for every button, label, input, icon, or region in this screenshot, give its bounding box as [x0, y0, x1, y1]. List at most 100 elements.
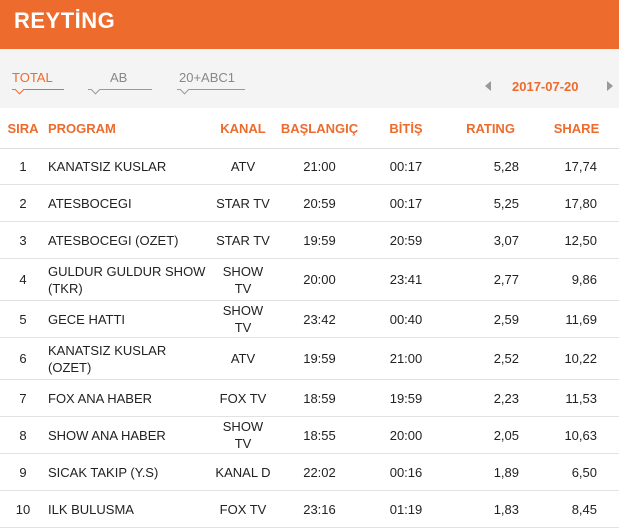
cell-kanal: FOX TV — [212, 490, 274, 528]
chevron-right-icon[interactable] — [607, 81, 613, 91]
tab-total[interactable]: TOTAL — [12, 70, 64, 95]
cell-kanal: SHOW TV — [212, 416, 274, 454]
table-header-row: SIRA PROGRAM KANAL BAŞLANGIÇ BİTİŞ RATIN… — [0, 108, 619, 149]
cell-program: ILK BULUSMA — [46, 490, 212, 528]
cell-rating: 2,05 — [447, 416, 533, 454]
cell-bitis: 23:41 — [365, 258, 447, 301]
cell-program: FOX ANA HABER — [46, 379, 212, 417]
tab-total-label: TOTAL — [12, 70, 53, 85]
table-row: 2 ATESBOCEGI STAR TV 20:59 00:17 5,25 17… — [0, 184, 619, 222]
cell-rating: 1,89 — [447, 453, 533, 491]
table-row: 4 GULDUR GULDUR SHOW (TKR) SHOW TV 20:00… — [0, 258, 619, 301]
cell-bitis: 19:59 — [365, 379, 447, 417]
cell-share: 17,80 — [533, 184, 619, 222]
cell-rating: 3,07 — [447, 221, 533, 259]
cell-kanal: STAR TV — [212, 221, 274, 259]
cell-sira: 6 — [0, 337, 46, 380]
cell-share: 6,50 — [533, 453, 619, 491]
cell-share: 12,50 — [533, 221, 619, 259]
tab-underline — [88, 89, 152, 90]
cell-share: 17,74 — [533, 148, 619, 185]
cell-baslangic: 20:00 — [274, 258, 365, 301]
cell-share: 8,45 — [533, 490, 619, 528]
cell-rating: 2,23 — [447, 379, 533, 417]
table-row: 3 ATESBOCEGI (OZET) STAR TV 19:59 20:59 … — [0, 221, 619, 259]
chevron-down-icon — [14, 84, 25, 95]
table-row: 8 SHOW ANA HABER SHOW TV 18:55 20:00 2,0… — [0, 416, 619, 454]
cell-share: 10,63 — [533, 416, 619, 454]
cell-rating: 2,77 — [447, 258, 533, 301]
cell-kanal: ATV — [212, 337, 274, 380]
cell-share: 11,69 — [533, 300, 619, 338]
table-row: 7 FOX ANA HABER FOX TV 18:59 19:59 2,23 … — [0, 379, 619, 417]
cell-bitis: 20:59 — [365, 221, 447, 259]
cell-sira: 2 — [0, 184, 46, 222]
tab-20abc1-label: 20+ABC1 — [179, 70, 236, 85]
cell-sira: 3 — [0, 221, 46, 259]
cell-kanal: STAR TV — [212, 184, 274, 222]
tab-20abc1[interactable]: 20+ABC1 — [177, 70, 245, 95]
cell-baslangic: 22:02 — [274, 453, 365, 491]
cell-sira: 9 — [0, 453, 46, 491]
cell-rating: 5,28 — [447, 148, 533, 185]
table-row: 10 ILK BULUSMA FOX TV 23:16 01:19 1,83 8… — [0, 490, 619, 528]
chevron-down-icon — [179, 84, 190, 95]
cell-baslangic: 19:59 — [274, 337, 365, 380]
cell-sira: 7 — [0, 379, 46, 417]
cell-share: 9,86 — [533, 258, 619, 301]
cell-sira: 4 — [0, 258, 46, 301]
col-share[interactable]: SHARE — [533, 108, 619, 149]
cell-baslangic: 20:59 — [274, 184, 365, 222]
cell-sira: 8 — [0, 416, 46, 454]
cell-baslangic: 18:55 — [274, 416, 365, 454]
cell-kanal: SHOW TV — [212, 258, 274, 301]
date-navigator: 2017-07-20 — [479, 79, 619, 95]
col-bitis[interactable]: BİTİŞ — [365, 108, 447, 149]
tab-ab-label: AB — [110, 70, 128, 85]
cell-rating: 2,52 — [447, 337, 533, 380]
cell-baslangic: 18:59 — [274, 379, 365, 417]
cell-kanal: SHOW TV — [212, 300, 274, 338]
cell-bitis: 20:00 — [365, 416, 447, 454]
col-program[interactable]: PROGRAM — [46, 108, 212, 149]
cell-share: 11,53 — [533, 379, 619, 417]
table-row: 5 GECE HATTI SHOW TV 23:42 00:40 2,59 11… — [0, 300, 619, 338]
cell-kanal: FOX TV — [212, 379, 274, 417]
tab-ab[interactable]: AB — [88, 70, 152, 95]
cell-kanal: KANAL D — [212, 453, 274, 491]
table-row: 6 KANATSIZ KUSLAR (OZET) ATV 19:59 21:00… — [0, 337, 619, 380]
col-sira[interactable]: SIRA — [0, 108, 46, 149]
cell-bitis: 21:00 — [365, 337, 447, 380]
cell-bitis: 01:19 — [365, 490, 447, 528]
chevron-down-icon — [90, 84, 101, 95]
col-kanal[interactable]: KANAL — [212, 108, 274, 149]
col-baslangic[interactable]: BAŞLANGIÇ — [274, 108, 365, 149]
cell-baslangic: 21:00 — [274, 148, 365, 185]
cell-program: GULDUR GULDUR SHOW (TKR) — [46, 258, 212, 301]
cell-program: ATESBOCEGI — [46, 184, 212, 222]
cell-bitis: 00:17 — [365, 184, 447, 222]
cell-sira: 10 — [0, 490, 46, 528]
tab-underline — [177, 89, 245, 90]
header-bar: REYTİNG — [0, 0, 619, 57]
cell-program: SHOW ANA HABER — [46, 416, 212, 454]
cell-share: 10,22 — [533, 337, 619, 380]
cell-sira: 5 — [0, 300, 46, 338]
cell-rating: 1,83 — [447, 490, 533, 528]
cell-bitis: 00:17 — [365, 148, 447, 185]
table-row: 9 SICAK TAKIP (Y.S) KANAL D 22:02 00:16 … — [0, 453, 619, 491]
cell-bitis: 00:40 — [365, 300, 447, 338]
table-row: 1 KANATSIZ KUSLAR ATV 21:00 00:17 5,28 1… — [0, 148, 619, 185]
cell-sira: 1 — [0, 148, 46, 185]
cell-baslangic: 23:42 — [274, 300, 365, 338]
cell-program: SICAK TAKIP (Y.S) — [46, 453, 212, 491]
col-rating[interactable]: RATING — [447, 108, 533, 149]
tab-underline — [12, 89, 64, 90]
filter-toolbar: TOTAL AB 20+ABC1 2017-07-20 — [0, 49, 619, 108]
date-label: 2017-07-20 — [512, 79, 579, 94]
cell-program: KANATSIZ KUSLAR (OZET) — [46, 337, 212, 380]
cell-rating: 5,25 — [447, 184, 533, 222]
cell-program: GECE HATTI — [46, 300, 212, 338]
cell-baslangic: 23:16 — [274, 490, 365, 528]
chevron-left-icon[interactable] — [485, 81, 491, 91]
